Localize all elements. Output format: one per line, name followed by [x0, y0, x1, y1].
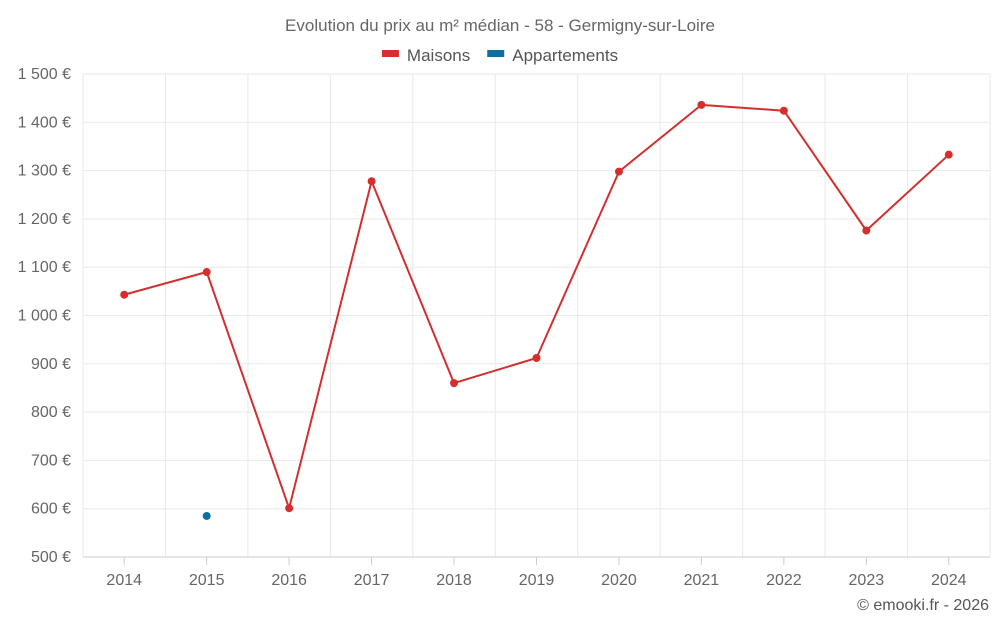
legend-item-maisons[interactable]: Maisons — [381, 46, 470, 65]
legend-swatch — [487, 50, 505, 57]
data-point-maisons-2015[interactable] — [202, 268, 211, 277]
axes: 500 € 600 € 700 € 800 € 900 € 1 000 € 1 100 € 1… — [18, 66, 990, 589]
x-tick-label: 2015 — [189, 572, 225, 589]
x-tick-label: 2023 — [849, 572, 885, 589]
data-point-maisons-2017[interactable] — [367, 177, 376, 186]
x-tick-label: 2022 — [766, 572, 802, 589]
grid — [82, 73, 991, 557]
data-point-appartements-2015[interactable] — [202, 511, 211, 520]
y-tick-label: 700 € — [31, 452, 71, 469]
y-tick-label: 1 000 € — [18, 308, 71, 325]
x-tick-label: 2018 — [436, 572, 472, 589]
y-tick-label: 800 € — [31, 404, 71, 421]
y-tick-label: 1 200 € — [18, 211, 71, 228]
x-tick-label: 2016 — [271, 572, 307, 589]
y-tick-label: 1 400 € — [18, 114, 71, 131]
data-point-maisons-2019[interactable] — [532, 354, 541, 363]
credit-text: © emooki.fr - 2026 — [857, 597, 989, 614]
data-point-maisons-2021[interactable] — [697, 100, 706, 109]
x-tick-label: 2019 — [519, 572, 555, 589]
x-tick-label: 2024 — [931, 572, 967, 589]
legend-label: Maisons — [407, 46, 470, 65]
series-layer — [120, 100, 953, 520]
chart-title: Evolution du prix au m² médian - 58 - Ge… — [285, 16, 715, 35]
series-appartements — [202, 511, 211, 520]
series-maisons — [120, 100, 953, 513]
y-tick-label: 1 500 € — [18, 66, 71, 83]
data-point-maisons-2018[interactable] — [450, 379, 459, 388]
y-tick-label: 900 € — [31, 356, 71, 373]
legend-label: Appartements — [512, 46, 618, 65]
data-point-maisons-2016[interactable] — [285, 504, 294, 513]
legend: Maisons Appartements — [381, 46, 618, 65]
data-point-maisons-2020[interactable] — [614, 167, 623, 176]
y-tick-label: 1 100 € — [18, 259, 71, 276]
data-point-maisons-2024[interactable] — [944, 150, 953, 159]
x-tick-label: 2020 — [601, 572, 637, 589]
x-tick-label: 2017 — [354, 572, 390, 589]
y-tick-label: 500 € — [31, 549, 71, 566]
data-point-maisons-2023[interactable] — [862, 226, 871, 235]
x-tick-label: 2014 — [106, 572, 142, 589]
data-point-maisons-2014[interactable] — [120, 290, 129, 299]
legend-item-appartements[interactable]: Appartements — [487, 46, 618, 65]
legend-swatch — [381, 50, 399, 57]
data-point-maisons-2022[interactable] — [779, 106, 788, 115]
x-tick-label: 2021 — [684, 572, 720, 589]
y-tick-label: 600 € — [31, 501, 71, 518]
y-tick-label: 1 300 € — [18, 163, 71, 180]
